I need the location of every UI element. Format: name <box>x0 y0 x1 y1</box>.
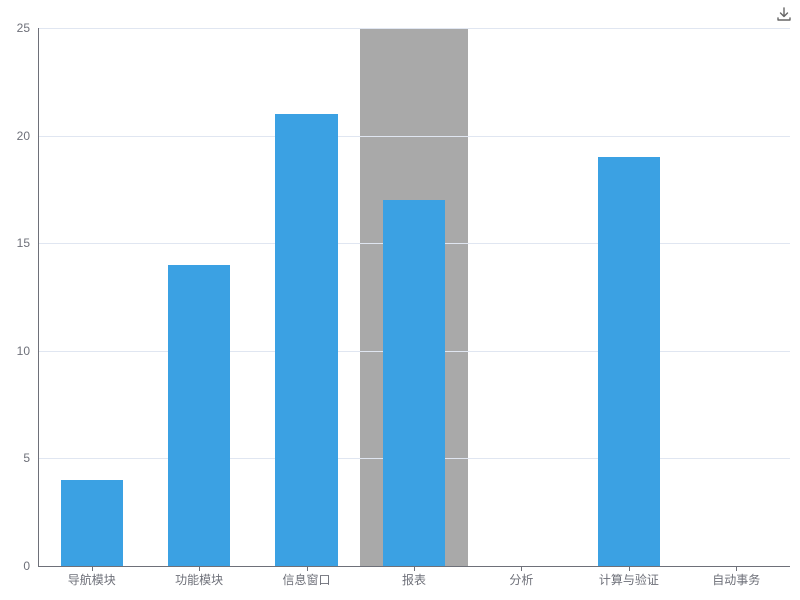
y-tick-label: 0 <box>23 560 38 572</box>
y-tick-label: 5 <box>23 452 38 464</box>
x-tick-label: 自动事务 <box>712 566 760 586</box>
save-image-button[interactable] <box>776 6 792 22</box>
y-tick-label: 15 <box>17 237 38 249</box>
bar[interactable] <box>383 200 445 566</box>
x-tick-label: 信息窗口 <box>283 566 331 586</box>
bar[interactable] <box>61 480 123 566</box>
x-tick-label: 分析 <box>509 566 533 586</box>
bar[interactable] <box>275 114 337 566</box>
plot-area: 0510152025 导航模块功能模块信息窗口报表分析计算与验证自动事务 <box>38 28 790 566</box>
bar-chart: 0 5 10 15 20 25 导航模块 功能模块 信息窗口 报表 分析 计算与验证 自动事务 <box>0 0 800 600</box>
x-tick-label: 报表 <box>402 566 426 586</box>
grid-line <box>38 28 790 29</box>
y-axis-line <box>38 28 39 566</box>
grid-line <box>38 136 790 137</box>
download-icon <box>776 6 792 22</box>
y-tick-label: 10 <box>17 345 38 357</box>
bar[interactable] <box>168 265 230 566</box>
x-tick-label: 计算与验证 <box>599 566 659 586</box>
y-tick-label: 20 <box>17 130 38 142</box>
x-tick-label: 功能模块 <box>175 566 223 586</box>
x-tick-label: 导航模块 <box>68 566 116 586</box>
y-tick-label: 25 <box>17 22 38 34</box>
bar[interactable] <box>598 157 660 566</box>
